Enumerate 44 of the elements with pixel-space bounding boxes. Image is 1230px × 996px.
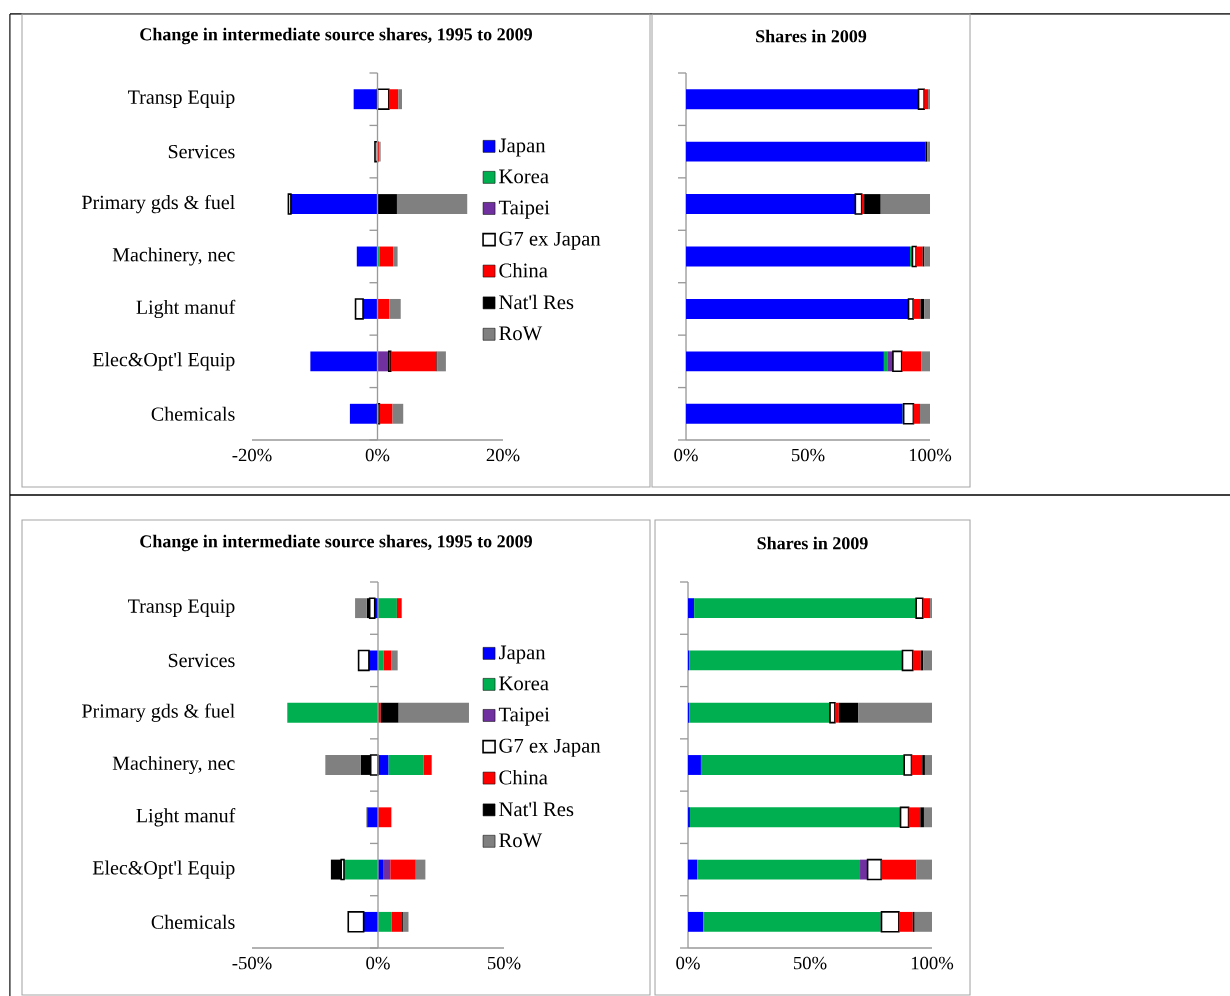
x-tick-label: 0% [674, 448, 698, 462]
chart-title: Change in intermediate source shares, 1995 to 2009 [140, 534, 532, 552]
legend-label: Japan [498, 138, 546, 157]
y-tick-label: Chemicals [151, 914, 235, 929]
legend-label: Taipei [498, 707, 550, 726]
x-tick-label: -20% [232, 448, 272, 462]
x-tick-label: 0% [676, 956, 700, 970]
y-tick-label: Chemicals [151, 406, 235, 421]
legend-label: Nat'l Res [499, 294, 574, 310]
legend-label: Korea [499, 169, 549, 184]
y-tick-label: Light manuf [136, 808, 236, 827]
x-tick-label: 0% [365, 448, 390, 462]
x-tick-label: 100% [909, 448, 952, 462]
y-tick-label: Machinery, nec [112, 755, 235, 775]
y-tick-label: Light manuf [136, 299, 236, 319]
y-tick-label: Machinery, nec [112, 247, 235, 266]
x-tick-label: 0% [366, 956, 390, 970]
y-tick-label: Elec&Opt'l Equip [92, 352, 235, 371]
legend-label: Korea [499, 676, 549, 691]
chart-title: Shares in 2009 [757, 536, 868, 550]
legend-label: RoW [499, 326, 543, 341]
x-tick-label: -50% [232, 956, 272, 970]
legend-label: Taipei [498, 200, 550, 219]
x-tick-label: 20% [486, 448, 520, 462]
legend-label: G7 ex Japan [499, 231, 601, 250]
legend-label: RoW [499, 833, 543, 848]
y-tick-label: Primary gds & fuel [82, 194, 235, 214]
legend-label: G7 ex Japan [499, 738, 601, 757]
y-tick-label: Transp Equip [128, 599, 235, 617]
x-tick-label: 100% [911, 956, 954, 970]
x-tick-label: 50% [793, 956, 827, 970]
y-tick-label: Primary gds & fuel [82, 703, 235, 722]
y-tick-label: Transp Equip [128, 90, 235, 108]
y-tick-label: Services [168, 653, 235, 668]
x-tick-label: 50% [791, 448, 825, 462]
y-tick-label: Elec&Opt'l Equip [92, 860, 235, 879]
legend-label: China [499, 262, 548, 278]
chart-title: Change in intermediate source shares, 1995 to 2009 [140, 27, 532, 45]
legend-label: Japan [498, 645, 546, 664]
y-tick-label: Services [168, 144, 235, 159]
chart-title: Shares in 2009 [756, 29, 867, 43]
legend-label: China [499, 769, 548, 785]
x-tick-label: 50% [487, 956, 521, 970]
legend-label: Nat'l Res [499, 801, 574, 817]
